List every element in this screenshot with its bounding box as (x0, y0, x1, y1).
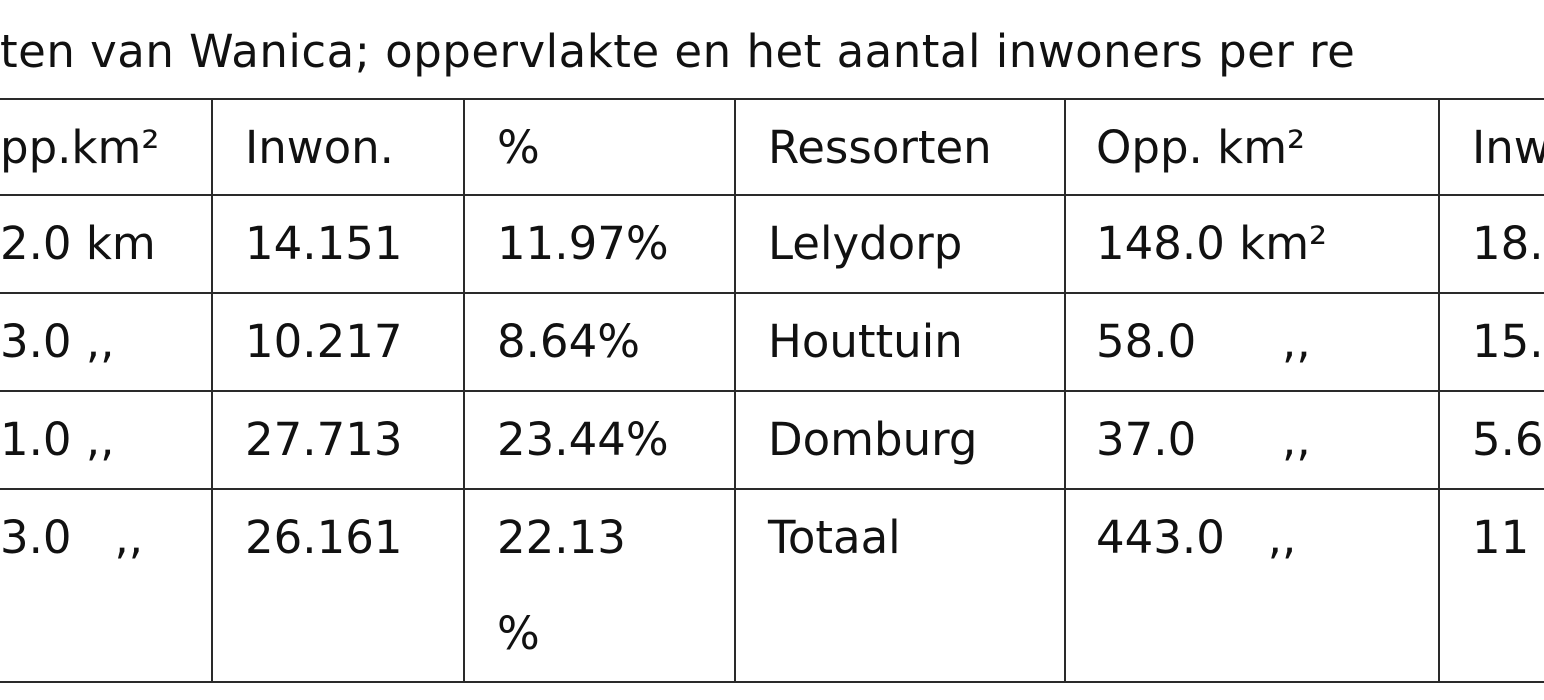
cell-percent: 11.97% (497, 217, 669, 270)
header-area-2: Opp. km² (1096, 121, 1306, 174)
cell-area-2: 148.0 km² (1096, 217, 1328, 270)
column-divider (1438, 98, 1440, 681)
cell-ressort: Houttuin (768, 315, 963, 368)
column-divider (463, 98, 465, 681)
cell-ressort: Lelydorp (768, 217, 963, 270)
table-bottom-border (0, 681, 1544, 683)
cell-area: 1.0 ,, (0, 413, 115, 466)
cell-inhabitants-2: 5.6 (1472, 413, 1544, 466)
cell-inhabitants-2: 15. (1472, 315, 1544, 368)
table-caption: ten van Wanica; oppervlakte en het aanta… (0, 25, 1356, 78)
cell-ressort: Domburg (768, 413, 978, 466)
cell-inhabitants: 14.151 (245, 217, 403, 270)
cell-area-2: 37.0 ,, (1096, 413, 1311, 466)
cell-area-2: 443.0 ,, (1096, 511, 1297, 564)
cell-percent: 22.13 % (497, 511, 626, 660)
cell-area: 3.0 ,, (0, 315, 115, 368)
cell-inhabitants-2: 18. (1472, 217, 1544, 270)
cell-percent: 8.64% (497, 315, 640, 368)
header-inhabitants-2: Inw (1472, 121, 1544, 174)
column-divider (734, 98, 736, 681)
cell-area: 2.0 km (0, 217, 156, 270)
cell-ressort-total: Totaal (768, 511, 901, 564)
column-divider (211, 98, 213, 681)
cell-inhabitants-2: 11 (1472, 511, 1530, 564)
cell-inhabitants: 10.217 (245, 315, 403, 368)
cell-inhabitants: 27.713 (245, 413, 403, 466)
header-ressorten: Ressorten (768, 121, 992, 174)
cell-area: 3.0 ,, (0, 511, 144, 564)
cell-percent: 23.44% (497, 413, 669, 466)
header-percent: % (497, 121, 540, 174)
column-divider (1064, 98, 1066, 681)
cell-area-2: 58.0 ,, (1096, 315, 1311, 368)
header-inhabitants: Inwon. (245, 121, 394, 174)
cell-inhabitants: 26.161 (245, 511, 403, 564)
header-area: pp.km² (0, 121, 160, 174)
